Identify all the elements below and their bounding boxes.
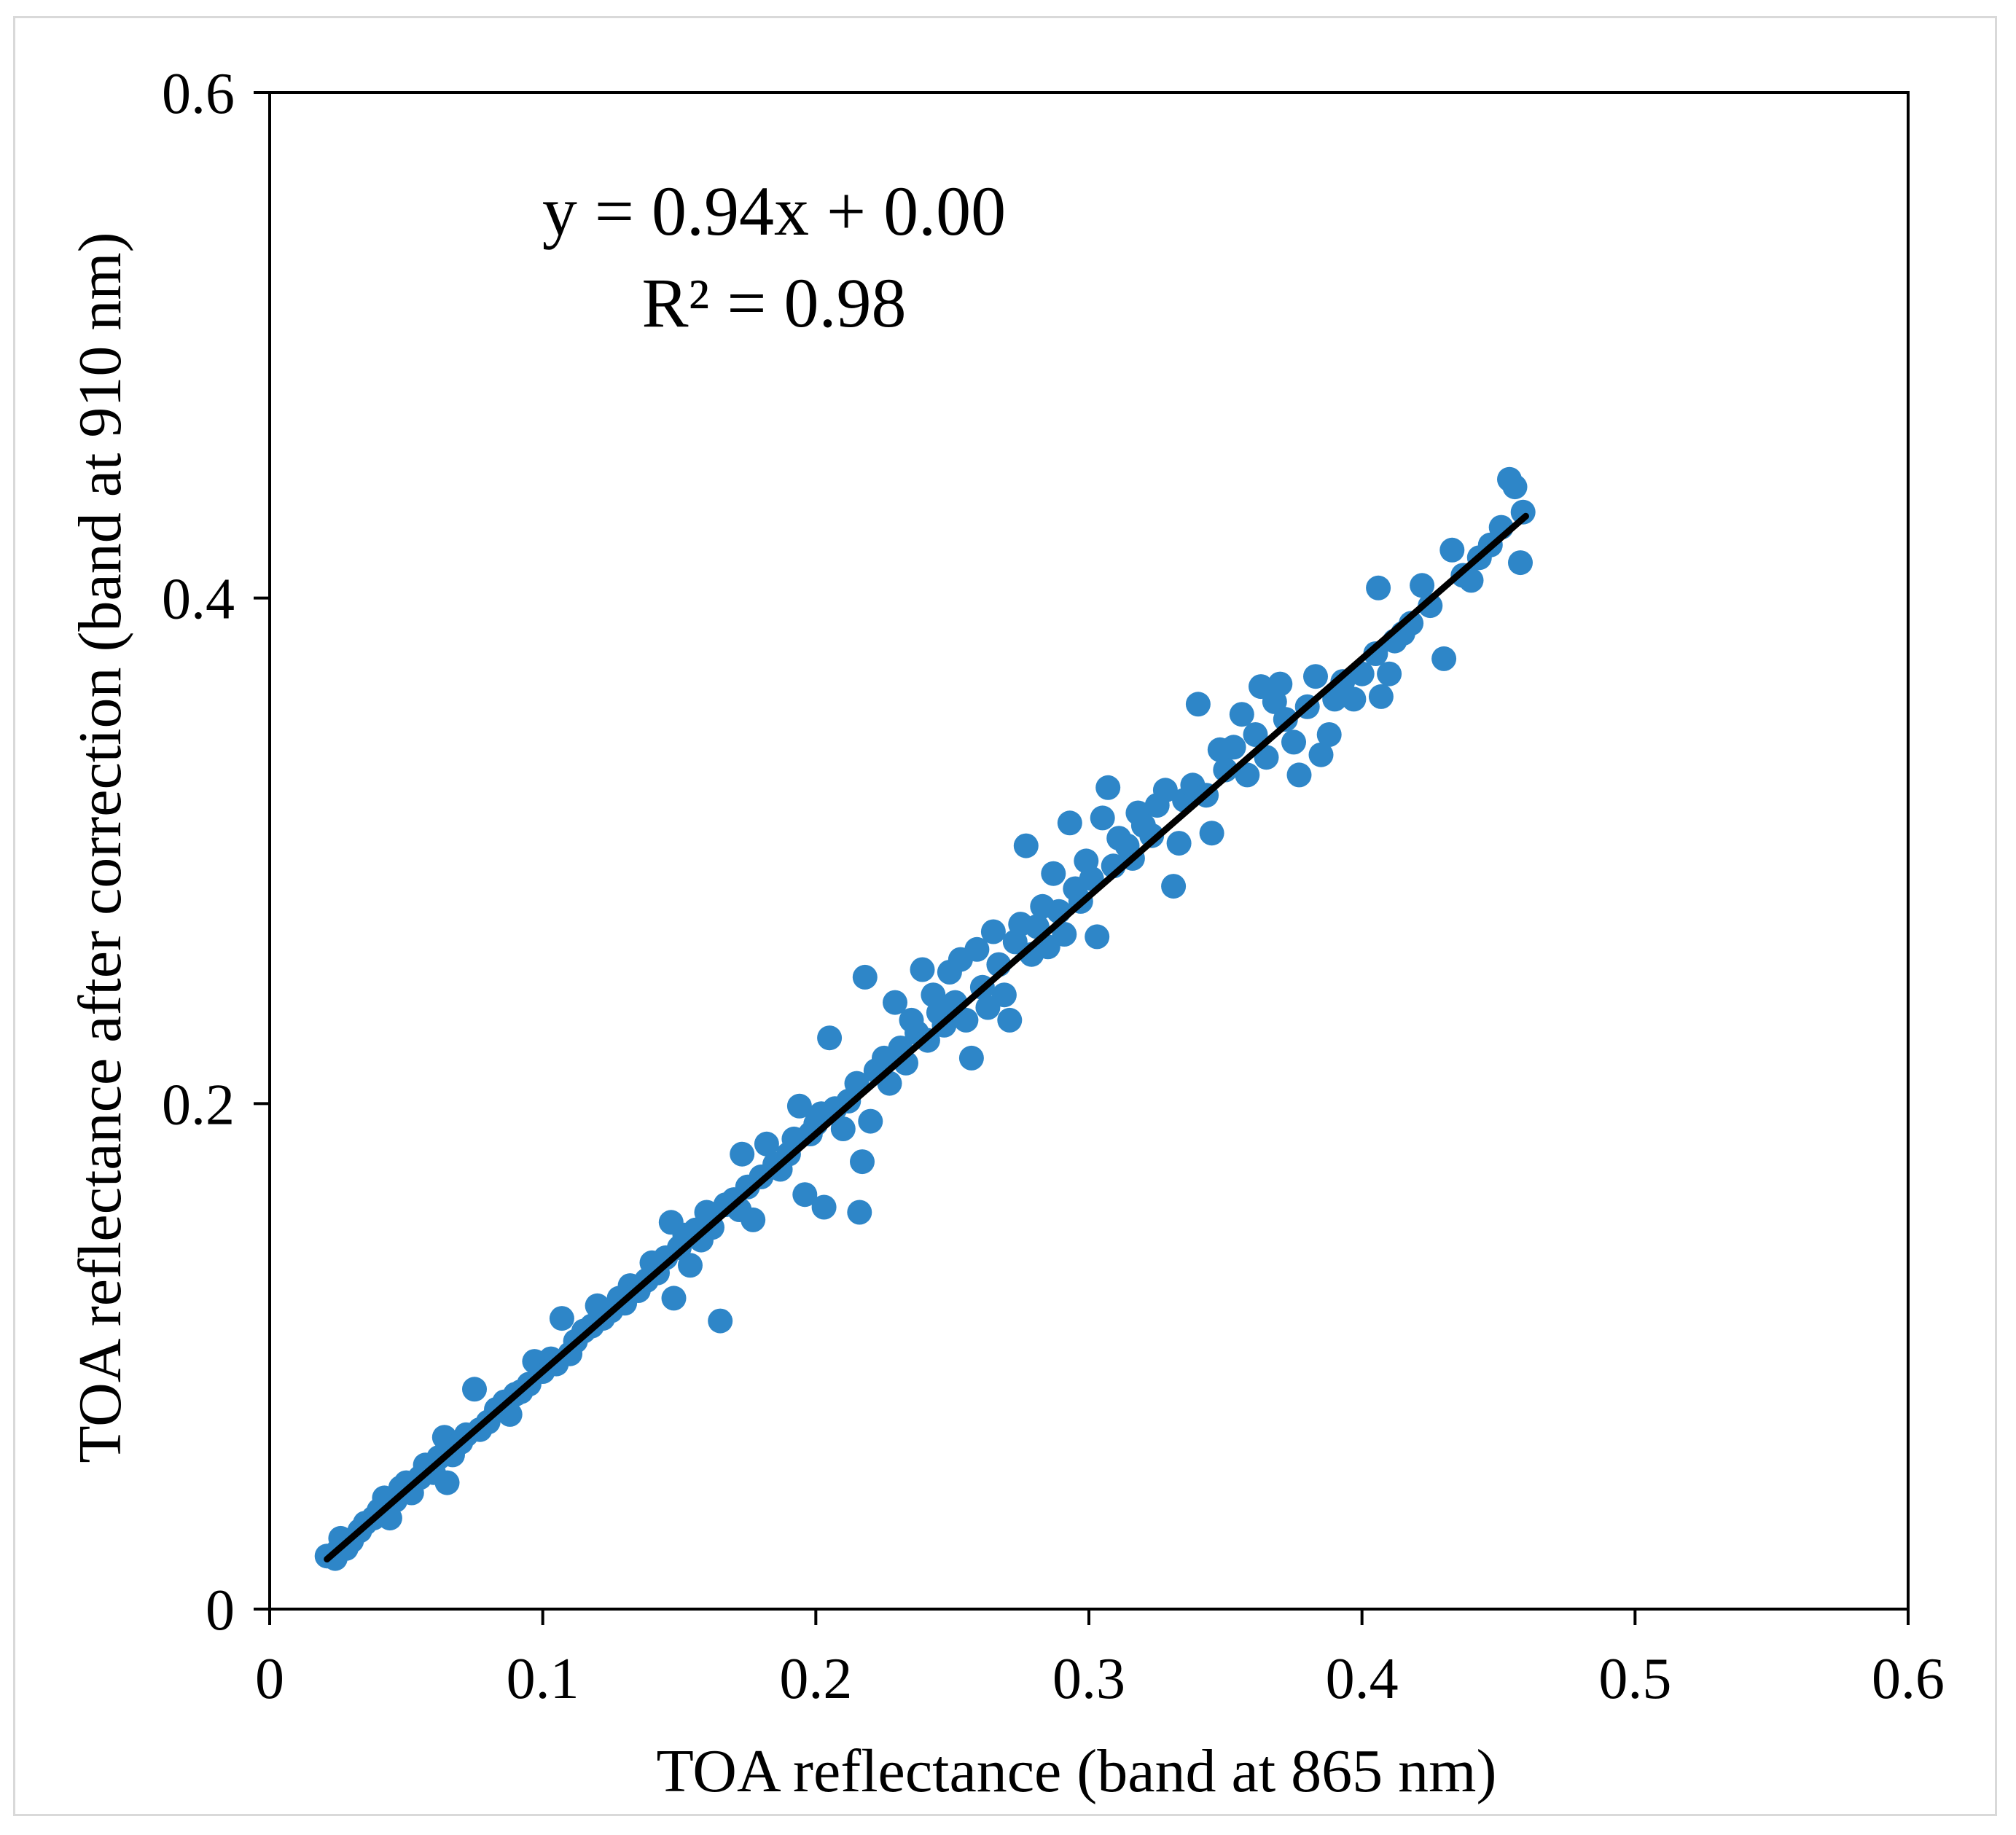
regression-equation: y = 0.94x + 0.00 <box>542 172 1006 250</box>
data-point <box>1458 568 1484 593</box>
data-point <box>678 1253 703 1278</box>
y-axis-ticks: 0 0.2 0.4 0.6 <box>162 62 270 1643</box>
data-point <box>1013 833 1039 858</box>
data-point <box>883 990 907 1015</box>
data-point <box>847 1200 872 1225</box>
data-point <box>1229 702 1254 727</box>
data-point <box>1286 762 1312 788</box>
data-point <box>661 1286 687 1311</box>
x-axis-ticks: 0 0.1 0.2 0.3 0.4 0.5 0.6 <box>255 1609 1945 1711</box>
data-point <box>1410 573 1435 598</box>
data-point <box>708 1308 733 1334</box>
data-point <box>754 1131 779 1157</box>
data-point <box>958 1045 984 1071</box>
x-tick-label: 0 <box>255 1647 284 1711</box>
data-point <box>1510 499 1536 525</box>
data-point <box>434 1470 460 1495</box>
x-tick-label: 0.3 <box>1052 1647 1125 1711</box>
data-points <box>314 466 1536 1571</box>
data-point <box>1235 762 1260 788</box>
data-point <box>1418 593 1443 619</box>
data-point <box>1090 805 1115 831</box>
y-tick-label: 0.4 <box>162 568 235 632</box>
data-point <box>830 1116 856 1141</box>
data-point <box>953 1007 979 1033</box>
data-point <box>462 1377 487 1402</box>
y-tick-label: 0.6 <box>162 62 235 126</box>
r-squared-label: R² = 0.98 <box>642 264 907 342</box>
data-point <box>817 1025 843 1051</box>
data-point <box>850 1149 875 1175</box>
x-axis-title: TOA reflectance (band at 865 nm) <box>657 1737 1497 1805</box>
data-point <box>811 1194 837 1220</box>
data-point <box>980 919 1006 944</box>
x-tick-label: 0.2 <box>779 1647 852 1711</box>
y-tick-label: 0 <box>206 1578 235 1643</box>
data-point <box>858 1108 883 1134</box>
data-point <box>1502 474 1528 500</box>
x-tick-label: 0.1 <box>507 1647 579 1711</box>
data-point <box>852 964 878 990</box>
data-point <box>1057 810 1082 836</box>
data-point <box>1221 735 1246 760</box>
data-point <box>1085 924 1110 950</box>
data-point <box>730 1141 755 1167</box>
x-tick-label: 0.5 <box>1598 1647 1671 1711</box>
data-point <box>1041 861 1066 886</box>
data-point <box>1363 641 1388 666</box>
data-point <box>1281 729 1306 755</box>
data-point <box>1161 874 1187 899</box>
data-point <box>1431 646 1457 671</box>
data-point <box>1166 831 1192 856</box>
data-point <box>964 936 990 962</box>
data-point <box>1199 821 1224 846</box>
y-tick-label: 0.2 <box>162 1073 235 1137</box>
data-point <box>1508 550 1533 576</box>
data-point <box>1330 669 1356 695</box>
data-point <box>786 1093 812 1119</box>
data-point <box>741 1207 766 1232</box>
data-point <box>1377 661 1402 686</box>
x-tick-label: 0.4 <box>1326 1647 1399 1711</box>
data-point <box>1243 722 1268 747</box>
data-point <box>1316 722 1342 747</box>
data-point <box>1341 686 1367 712</box>
data-point <box>1303 664 1328 689</box>
data-point <box>1139 823 1165 848</box>
data-point <box>1052 922 1077 947</box>
data-point <box>1308 742 1334 767</box>
y-axis-title: TOA reflectance after correction (band a… <box>66 232 134 1463</box>
figure-frame <box>13 16 1997 1816</box>
data-point <box>1439 537 1465 563</box>
data-point <box>1267 671 1293 697</box>
data-point <box>1366 575 1391 600</box>
x-tick-label: 0.6 <box>1872 1647 1945 1711</box>
data-point <box>991 982 1017 1008</box>
data-point <box>1152 778 1178 803</box>
data-point <box>997 1007 1023 1033</box>
trendline <box>324 512 1529 1563</box>
data-point <box>1095 775 1121 800</box>
data-point <box>1185 692 1211 717</box>
data-point <box>1368 684 1394 709</box>
data-point <box>792 1182 818 1208</box>
data-point <box>910 957 935 982</box>
data-point <box>549 1306 574 1331</box>
data-point <box>1273 707 1298 732</box>
